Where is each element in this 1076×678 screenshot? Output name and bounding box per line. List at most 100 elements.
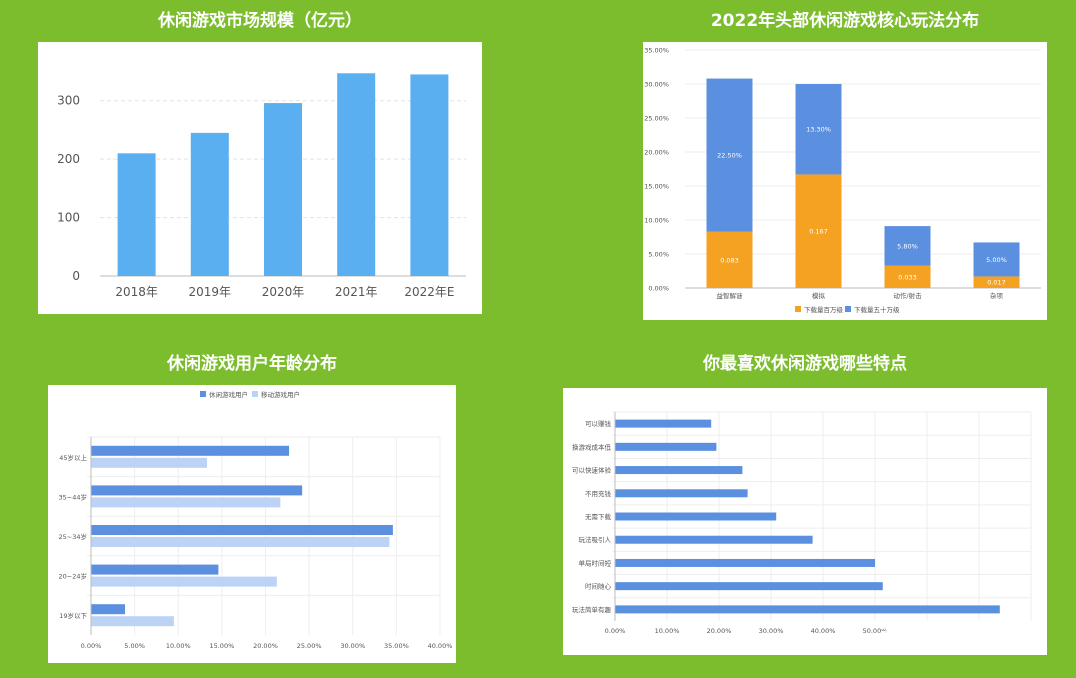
bar-segment-top: [973, 242, 1020, 277]
y-tick-label: 时间随心: [585, 582, 612, 591]
y-tick-label: 5.00%: [648, 251, 669, 259]
bar-segment-top: [884, 226, 931, 266]
bar: [190, 132, 229, 276]
legend-label: 休闲游戏用户: [209, 390, 248, 399]
data-label: 0.033: [898, 273, 917, 281]
y-tick-label: 不用充钱: [585, 489, 612, 498]
legend-label: 下载量五十万级: [854, 305, 900, 314]
data-label: 13.30%: [806, 126, 831, 134]
x-tick-label: 10.00%: [655, 627, 680, 635]
x-tick-label: 0.00%: [605, 627, 626, 635]
y-tick-label: 20~24岁: [59, 572, 88, 581]
y-tick-label: 30.00%: [644, 81, 669, 89]
bar: [91, 564, 219, 575]
bar: [410, 74, 449, 276]
y-tick-label: 换游戏成本低: [572, 442, 612, 451]
bar-segment-bottom: [973, 276, 1020, 288]
gameplay-distribution-chart-panel: 0.00% 5.00% 10.00% 15.00% 20.00% 25.00% 30.00%…: [643, 42, 1047, 320]
y-tick-label: 可以赚钱: [585, 419, 612, 428]
chart3-title: 休闲游戏用户年龄分布: [167, 354, 337, 374]
bar-segment-top: [795, 84, 842, 175]
y-tick-label: 15.00%: [644, 183, 669, 191]
features-chart: 0.00% 10.00% 20.00% 30.00% 40.00% 50.00% 可以赚钱换…: [572, 411, 1032, 635]
market-size-chart: 0 100 200 300 2018年 2019年 2020年 2021年 2022年E: [57, 73, 466, 299]
bar: [117, 153, 156, 276]
x-tick-label: 2018年: [115, 285, 158, 299]
gameplay-distribution-chart: 0.00% 5.00% 10.00% 15.00% 20.00% 25.00% 30.00%…: [644, 47, 1041, 314]
y-tick-label: 单局时间短: [579, 558, 612, 567]
legend-swatch: [200, 391, 206, 397]
bar: [615, 466, 743, 475]
features-chart-panel: 0.00% 10.00% 20.00% 30.00% 40.00% 50.00% 可以赚钱换…: [563, 388, 1047, 655]
legend-label: 下载量百万级: [804, 305, 844, 314]
bar: [615, 419, 712, 428]
bar: [615, 512, 777, 521]
bar: [615, 442, 717, 451]
y-tick-label: 300: [57, 94, 80, 108]
y-tick-label: 19岁以下: [59, 611, 87, 620]
x-tick-label: 40.00%: [811, 627, 836, 635]
legend-swatch: [845, 306, 851, 312]
x-tick-label: 15.00%: [209, 642, 234, 650]
x-tick-label: 模拟: [812, 291, 826, 300]
y-tick-label: 10.00%: [644, 217, 669, 225]
y-tick-label: 45岁以上: [59, 453, 87, 462]
x-tick-label: 动作/射击: [893, 291, 922, 300]
market-size-chart-panel: 0 100 200 300 2018年 2019年 2020年 2021年 2022年E: [38, 42, 482, 314]
bar: [91, 445, 290, 456]
bar: [91, 485, 303, 496]
bar-segment-bottom: [795, 174, 842, 288]
data-label: 0.083: [720, 256, 739, 264]
y-tick-label: 0.00%: [648, 285, 669, 293]
data-label: 5.00%: [986, 256, 1007, 264]
bar-segment-bottom: [706, 231, 753, 288]
y-tick-label: 玩法简单有趣: [572, 605, 612, 614]
bar: [615, 582, 883, 591]
x-tick-label: 0.00%: [81, 642, 102, 650]
y-tick-label: 0: [72, 269, 80, 283]
bar: [615, 558, 875, 567]
x-tick-label: 30.00%: [340, 642, 365, 650]
x-tick-label: 益智解谜: [717, 291, 744, 300]
x-tick-label: 2022年E: [404, 285, 454, 299]
bar-segment-bottom: [884, 265, 931, 288]
bar: [264, 103, 302, 276]
x-tick-label: 50.00%: [863, 627, 888, 635]
x-tick-label: 20.00%: [253, 642, 278, 650]
chart4-title: 你最喜欢休闲游戏哪些特点: [703, 354, 907, 374]
x-tick-label: 10.00%: [166, 642, 191, 650]
x-tick-label: 30.00%: [759, 627, 784, 635]
x-tick-label: 杂项: [990, 292, 1004, 300]
y-tick-label: 25~34岁: [59, 532, 88, 541]
bar: [91, 457, 208, 468]
bar: [615, 535, 813, 544]
bar: [615, 605, 1000, 614]
x-tick-label: 40.00%: [428, 642, 453, 650]
y-tick-label: 100: [57, 211, 80, 225]
x-tick-label: 25.00%: [297, 642, 322, 650]
chart2-title: 2022年头部休闲游戏核心玩法分布: [710, 11, 980, 31]
x-tick-label: 2021年: [335, 285, 378, 299]
user-age-chart-panel: 0.00% 5.00% 10.00% 15.00% 20.00% 25.00% 30.00%…: [48, 385, 456, 663]
bar: [91, 576, 277, 587]
bar: [91, 616, 174, 627]
bar: [91, 497, 281, 508]
x-tick-label: 35.00%: [384, 642, 409, 650]
bar: [91, 537, 390, 547]
chart1-title: 休闲游戏市场规模（亿元）: [158, 11, 362, 31]
y-tick-label: 35~44岁: [59, 492, 88, 501]
y-tick-label: 25.00%: [644, 115, 669, 123]
legend-swatch: [795, 306, 801, 312]
y-tick-label: 可以快速体验: [572, 466, 612, 475]
y-tick-label: 无需下载: [585, 512, 612, 521]
x-tick-label: 2020年: [262, 285, 305, 299]
data-label: 0.167: [809, 228, 828, 236]
data-label: 0.017: [987, 279, 1006, 287]
bar: [91, 604, 126, 615]
legend-swatch: [252, 391, 258, 397]
bar: [615, 489, 748, 498]
x-tick-label: 20.00%: [707, 627, 732, 635]
watermark-text: 知乎 @姓燕: [880, 617, 1029, 650]
legend-label: 移动游戏用户: [261, 390, 300, 399]
user-age-chart: 0.00% 5.00% 10.00% 15.00% 20.00% 25.00% 30.00%…: [59, 390, 453, 650]
